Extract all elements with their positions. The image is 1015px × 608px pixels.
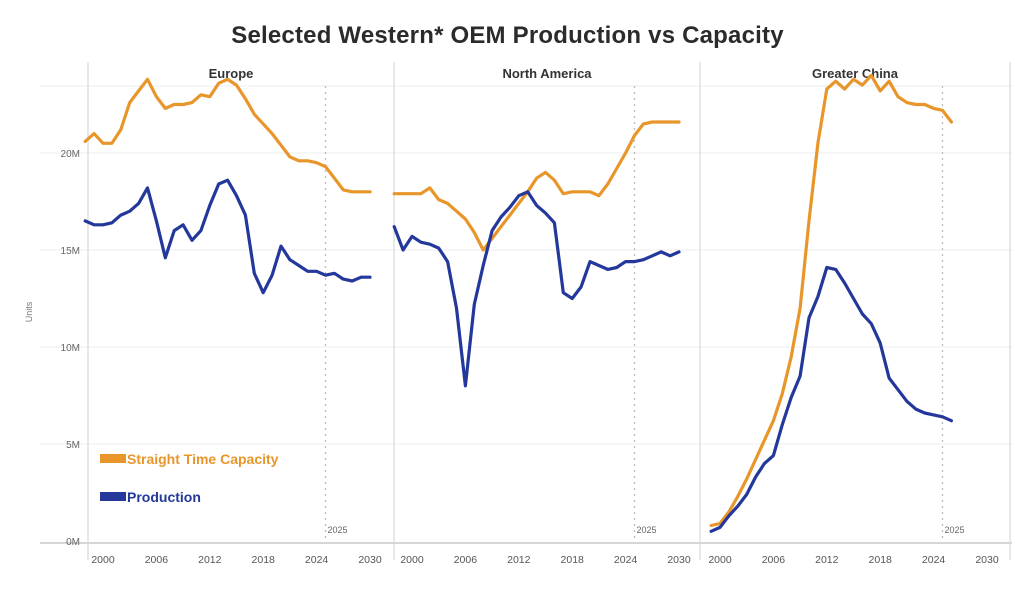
panel-title: Europe [209,66,254,81]
legend-swatch [100,454,126,463]
y-tick-label: 20M [61,149,80,160]
series-line-production [392,190,681,388]
gridlines [40,85,1012,445]
x-tick-label: 2030 [975,554,999,566]
x-tick-label: 2000 [708,554,732,566]
x-tick-label: 2006 [454,554,478,566]
panel-greater-china: Greater China 2025 2000 2006 2012 2018 2024 203… [708,66,999,566]
forecast-marker-label: 2025 [328,525,348,535]
series-line-straight-time-capacity [83,77,372,194]
x-tick-label: 2012 [815,554,839,566]
y-axis-ticks: 0M 5M 10M 15M 20M [61,149,80,548]
x-tick-label: 2000 [91,554,115,566]
chart-title: Selected Western* OEM Production vs Capa… [231,22,784,49]
x-tick-label: 2006 [762,554,786,566]
panel-north-america: North America 2025 2000 2006 2012 2018 2024 203… [392,66,691,566]
x-tick-label: 2030 [358,554,382,566]
forecast-marker-label: 2025 [637,525,657,535]
panel-title: Greater China [812,66,899,81]
forecast-marker-label: 2025 [945,525,965,535]
series-line-production [709,265,954,533]
legend-label: Production [127,489,201,505]
x-tick-label: 2000 [400,554,424,566]
y-tick-label: 5M [66,440,80,451]
x-tick-label: 2024 [305,554,329,566]
y-tick-label: 15M [61,246,80,257]
panel-title: North America [502,66,592,81]
x-tick-label: 2030 [667,554,691,566]
y-tick-label: 0M [66,537,80,548]
x-tick-label: 2006 [145,554,169,566]
x-tick-label: 2024 [922,554,946,566]
x-tick-label: 2024 [614,554,638,566]
x-tick-label: 2018 [869,554,893,566]
legend-swatch [100,492,126,501]
panel-separators [40,62,1012,560]
series-line-straight-time-capacity [392,120,681,252]
x-tick-label: 2018 [561,554,585,566]
panel-europe: Europe 2025 2000 2006 2012 2018 2024 2030 [83,66,382,566]
x-tick-label: 2012 [198,554,222,566]
legend-label: Straight Time Capacity [127,451,279,467]
series-line-production [83,178,372,295]
legend: Straight Time Capacity Production [100,451,279,505]
x-tick-label: 2018 [252,554,276,566]
series-line-straight-time-capacity [709,73,954,528]
y-tick-label: 10M [61,343,80,354]
y-axis-label: Units [24,301,34,322]
x-tick-label: 2012 [507,554,531,566]
